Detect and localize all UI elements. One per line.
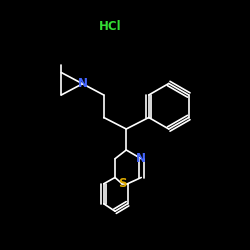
Text: N: N [136, 152, 146, 165]
Text: S: S [118, 177, 126, 190]
Text: HCl: HCl [99, 20, 121, 33]
Text: N: N [78, 77, 88, 90]
